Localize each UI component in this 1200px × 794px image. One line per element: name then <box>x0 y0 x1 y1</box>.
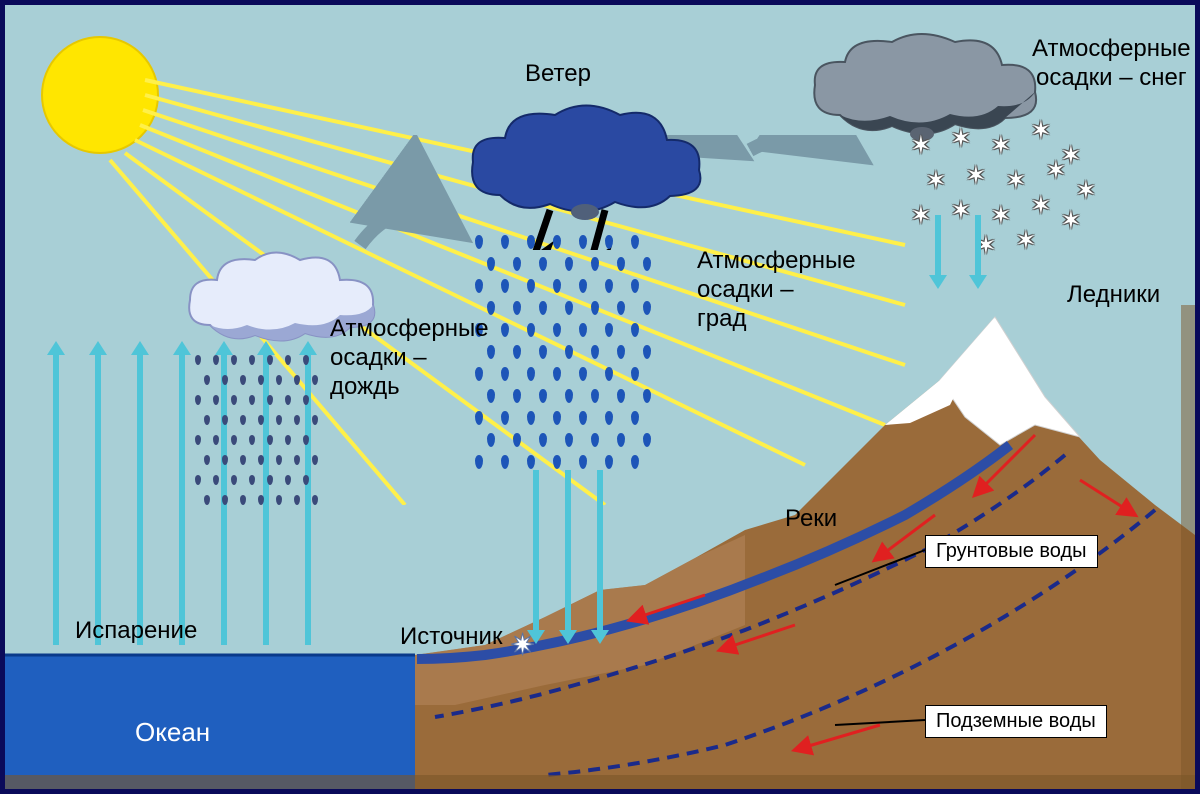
water-cycle-diagram: ✷ ✶✶✶✶✶✶✶✶✶✶✶✶✶✶✶✶✶ Ветер Атмосферные ос… <box>0 0 1200 794</box>
callout-lines <box>5 5 1195 789</box>
